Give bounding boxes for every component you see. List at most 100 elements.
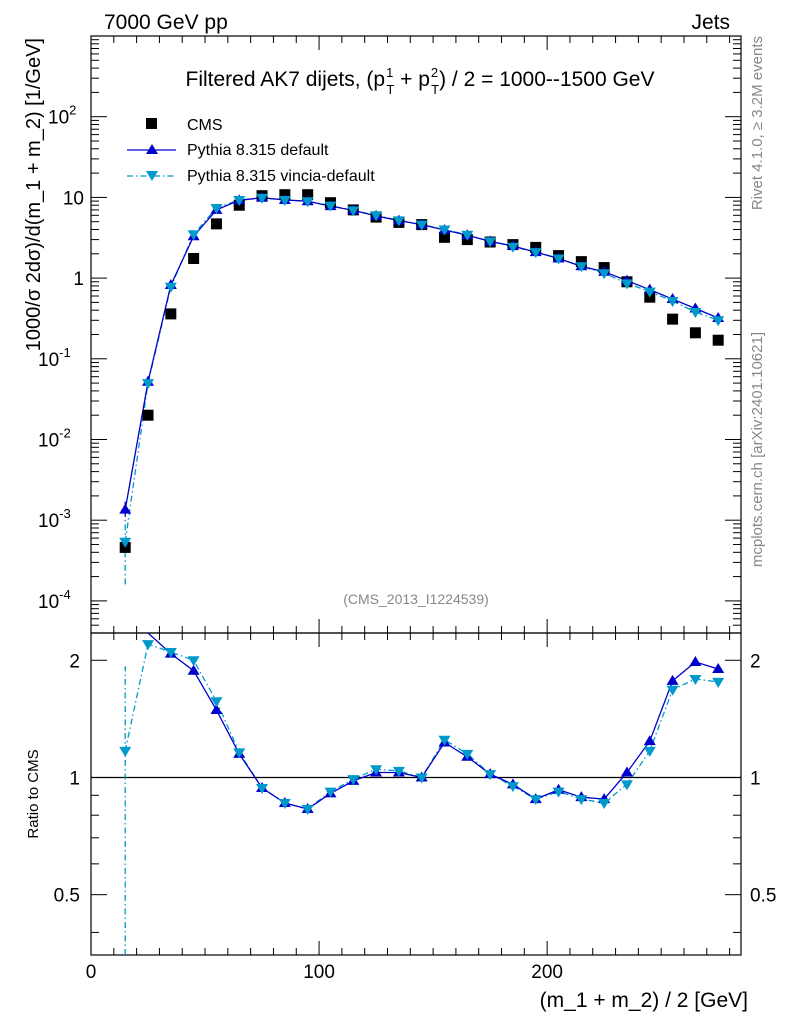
- mcplots-label: mcplots.cern.ch [arXiv:2401.10621]: [749, 332, 766, 567]
- legend-cms-label: CMS: [187, 117, 223, 134]
- vincia-ratio-point: [324, 787, 337, 798]
- cms-data-point: [712, 334, 724, 346]
- vincia-data-point: [187, 230, 200, 241]
- cms-data-point: [667, 313, 679, 325]
- analysis-tag: (CMS_2013_I1224539): [343, 591, 489, 607]
- vincia-data-point: [324, 201, 337, 212]
- vincia-data-point: [142, 379, 155, 390]
- vincia-ratio-point: [233, 748, 246, 759]
- default-series-line: [124, 197, 719, 510]
- legend-vincia-marker: [146, 171, 158, 181]
- vincia-data-point: [119, 537, 132, 548]
- vincia-data-point: [301, 197, 314, 208]
- y-tick-label: 10: [63, 188, 84, 209]
- y-tick-label: 10-3: [38, 506, 71, 532]
- vincia-ratio-point: [712, 677, 725, 688]
- data-layer: [119, 189, 725, 955]
- vincia-data-point: [484, 237, 497, 248]
- vincia-data-point: [620, 279, 633, 290]
- ratio-tick-label-left: 2: [69, 651, 80, 672]
- plot-title: Filtered AK7 dijets, (p1 T + p2 T) / 2 = 1…: [186, 65, 655, 97]
- vincia-data-point: [461, 230, 474, 241]
- vincia-ratio-point: [643, 746, 656, 757]
- vincia-data-point: [370, 211, 383, 222]
- y-tick-label: 10-2: [38, 425, 71, 451]
- vincia-ratio-point: [598, 798, 611, 809]
- legend-cms-marker: [146, 118, 157, 129]
- ratio-tick-label-right: 0.5: [750, 886, 776, 907]
- vincia-data-point: [666, 297, 679, 308]
- y-tick-label: 1: [73, 269, 84, 290]
- x-tick-label: 0: [86, 962, 97, 983]
- title-tail: ) / 2 = 1000--1500 GeV: [439, 68, 654, 91]
- legend-default-label: Pythia 8.315 default: [187, 142, 329, 159]
- ratio-tick-label-left: 1: [69, 768, 80, 789]
- cms-data-point: [165, 308, 177, 320]
- default-ratio-point: [210, 704, 223, 715]
- vincia-data-point: [438, 225, 451, 236]
- title-sub1: T: [386, 82, 394, 97]
- vincia-ratio-point: [210, 697, 223, 708]
- vincia-data-point: [575, 262, 588, 273]
- axes-layer: 0 100 200 10-4 10-3 10-2 10-1 1 10 102 0.5 0.5 1 1 2 2: [38, 36, 776, 983]
- vincia-ratio-point: [256, 783, 269, 794]
- vincia-ratio-point: [529, 795, 542, 806]
- vincia-ratio-point: [370, 765, 383, 776]
- ratio-y-axis-label: Ratio to CMS: [25, 749, 42, 838]
- title-sup1: 1: [386, 65, 393, 80]
- title-base: Filtered AK7 dijets, (p: [186, 68, 386, 91]
- vincia-data-point: [689, 308, 702, 319]
- x-tick-label: 100: [303, 962, 335, 983]
- vincia-ratio-point: [142, 640, 155, 651]
- y-tick-label: 10-4: [38, 587, 71, 613]
- x-axis-label: (m_1 + m_2) / 2 [GeV]: [540, 989, 748, 1012]
- vincia-ratio-point: [620, 780, 633, 791]
- vincia-ratio-point: [689, 675, 702, 686]
- vincia-ratio-point: [187, 656, 200, 667]
- ratio-plot-frame: [90, 632, 742, 956]
- vincia-data-point: [598, 269, 611, 280]
- default-ratio-line: [147, 632, 719, 810]
- vincia-data-point: [164, 282, 177, 293]
- y-axis-label: 1000/σ 2dσ)/d(m_1 + m_2) [1/GeV]: [23, 38, 45, 351]
- vincia-data-point: [256, 193, 269, 204]
- vincia-data-point: [529, 248, 542, 259]
- vincia-data-point: [392, 216, 405, 227]
- cms-data-point: [439, 231, 451, 243]
- cms-data-point: [210, 218, 222, 230]
- vincia-data-point: [233, 195, 246, 206]
- ratio-tick-label-right: 2: [750, 651, 761, 672]
- vincia-ratio-point: [575, 795, 588, 806]
- vincia-ratio-point: [415, 773, 428, 784]
- vincia-data-point: [415, 220, 428, 231]
- vincia-data-point: [210, 203, 223, 214]
- vincia-data-point: [712, 316, 725, 327]
- legend-vincia-label: Pythia 8.315 vincia-default: [187, 168, 375, 185]
- vincia-data-point: [643, 287, 656, 298]
- title-sub2: T: [431, 82, 439, 97]
- vincia-ratio-point: [484, 770, 497, 781]
- y-tick-label: 102: [48, 103, 76, 129]
- vincia-ratio-point: [392, 766, 405, 777]
- cms-data-point: [142, 409, 154, 421]
- vincia-ratio-point: [438, 735, 451, 746]
- vincia-ratio-point: [666, 685, 679, 696]
- cms-data-point: [689, 327, 701, 339]
- header-process-label: Jets: [691, 11, 730, 34]
- x-tick-label: 200: [531, 962, 563, 983]
- ratio-tick-label-left: 0.5: [54, 886, 80, 907]
- vincia-ratio-point: [164, 648, 177, 659]
- vincia-ratio-point: [506, 782, 519, 793]
- vincia-data-point: [506, 242, 519, 253]
- vincia-ratio-point: [301, 804, 314, 815]
- ratio-tick-label-right: 1: [750, 768, 761, 789]
- default-ratio-point: [643, 735, 656, 746]
- title-mid: + p: [394, 68, 430, 91]
- y-tick-label: 10-1: [38, 345, 71, 371]
- vincia-data-point: [347, 206, 360, 217]
- vincia-ratio-point: [119, 746, 132, 757]
- default-ratio-point: [712, 662, 725, 673]
- legend: CMS Pythia 8.315 default Pythia 8.315 vi…: [127, 117, 375, 185]
- vincia-series-line: [124, 197, 719, 542]
